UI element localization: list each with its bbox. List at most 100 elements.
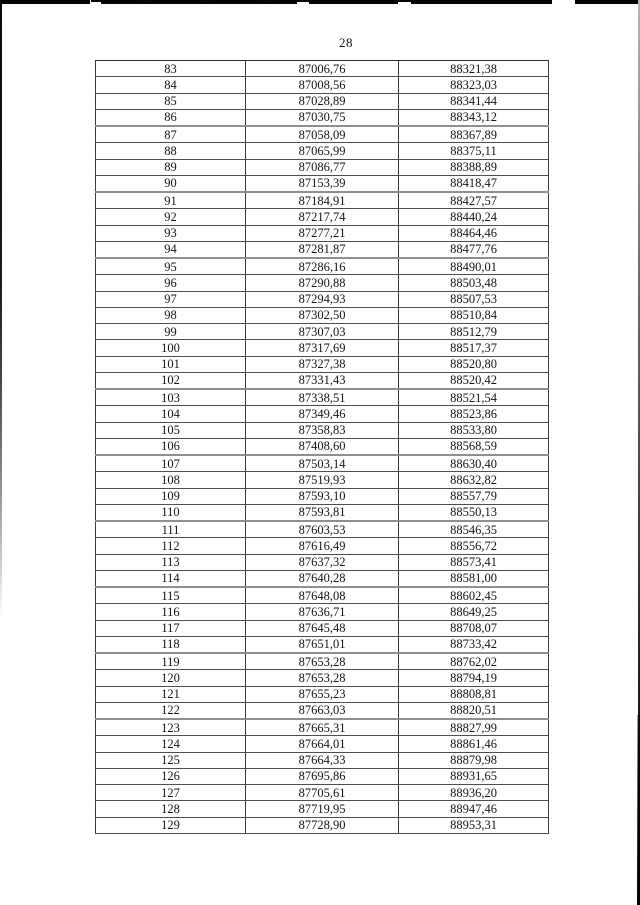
table-row: 103 87338,51 88521,54 <box>95 388 549 407</box>
value-cell: 88520,80 <box>398 355 549 373</box>
table-row: 97 87294,93 88507,53 <box>95 290 549 308</box>
value-cell: 87028,89 <box>245 92 399 110</box>
row-index-cell: 119 <box>95 652 246 671</box>
scan-artifact-bottom-right <box>637 715 640 905</box>
value-cell: 88550,13 <box>398 503 549 522</box>
value-cell: 88341,44 <box>398 92 549 110</box>
table-row: 93 87277,21 88464,46 <box>95 224 549 242</box>
value-cell: 88573,41 <box>398 553 549 571</box>
value-cell: 87665,31 <box>245 718 399 737</box>
table-row: 121 87655,23 88808,81 <box>95 685 549 703</box>
row-index-cell: 100 <box>95 339 246 357</box>
row-index-cell: 112 <box>95 537 246 555</box>
table-row: 124 87664,01 88861,46 <box>95 735 549 753</box>
row-index-cell: 97 <box>95 290 246 308</box>
table-row: 90 87153,39 88418,47 <box>95 174 549 193</box>
scan-artifact-right-edge <box>638 0 640 905</box>
value-cell: 88808,81 <box>398 685 549 703</box>
table-row: 113 87637,32 88573,41 <box>95 553 549 571</box>
table-row: 115 87648,08 88602,45 <box>95 586 549 605</box>
row-index-cell: 128 <box>95 800 246 818</box>
value-cell: 87294,93 <box>245 290 399 308</box>
value-cell: 87719,95 <box>245 800 399 818</box>
value-cell: 88510,84 <box>398 306 549 325</box>
value-cell: 88523,86 <box>398 405 549 423</box>
table-row: 114 87640,28 88581,00 <box>95 569 549 588</box>
table-row: 86 87030,75 88343,12 <box>95 108 549 127</box>
value-cell: 88418,47 <box>398 174 549 193</box>
row-index-cell: 107 <box>95 454 246 473</box>
value-cell: 88649,25 <box>398 603 549 621</box>
row-index-cell: 99 <box>95 322 246 341</box>
value-cell: 88931,65 <box>398 767 549 786</box>
value-cell: 88507,53 <box>398 290 549 308</box>
value-cell: 88602,45 <box>398 586 549 605</box>
table-row: 83 87006,76 88321,38 <box>95 59 549 78</box>
table-row: 87 87058,09 88367,89 <box>95 125 549 144</box>
value-cell: 87636,71 <box>245 603 399 621</box>
value-cell: 87317,69 <box>245 339 399 357</box>
row-index-cell: 126 <box>95 767 246 786</box>
row-index-cell: 116 <box>95 603 246 621</box>
value-cell: 87637,32 <box>245 553 399 571</box>
value-cell: 87603,53 <box>245 520 399 539</box>
value-cell: 87286,16 <box>245 257 399 276</box>
table-row: 123 87665,31 88827,99 <box>95 718 549 737</box>
row-index-cell: 113 <box>95 553 246 571</box>
value-cell: 87593,10 <box>245 487 399 505</box>
value-cell: 87281,87 <box>245 240 399 259</box>
scan-artifact-top-edge <box>0 0 640 5</box>
value-cell: 87331,43 <box>245 371 399 390</box>
value-cell: 87086,77 <box>245 158 399 176</box>
value-cell: 87008,56 <box>245 76 399 94</box>
value-cell: 88464,46 <box>398 224 549 242</box>
row-index-cell: 83 <box>95 59 246 78</box>
table-row: 126 87695,86 88931,65 <box>95 767 549 786</box>
value-cell: 88427,57 <box>398 191 549 210</box>
table-row: 100 87317,69 88517,37 <box>95 339 549 357</box>
value-cell: 87640,28 <box>245 569 399 588</box>
row-index-cell: 123 <box>95 718 246 737</box>
value-cell: 88820,51 <box>398 701 549 720</box>
table-row: 101 87327,38 88520,80 <box>95 355 549 373</box>
value-cell: 88632,82 <box>398 471 549 489</box>
value-cell: 88861,46 <box>398 735 549 753</box>
value-cell: 88762,02 <box>398 652 549 671</box>
value-cell: 87651,01 <box>245 635 399 654</box>
table-row: 128 87719,95 88947,46 <box>95 800 549 818</box>
row-index-cell: 127 <box>95 783 246 802</box>
value-cell: 87030,75 <box>245 108 399 127</box>
value-cell: 87006,76 <box>245 59 399 78</box>
row-index-cell: 85 <box>95 92 246 110</box>
value-cell: 87655,23 <box>245 685 399 703</box>
value-cell: 87616,49 <box>245 537 399 555</box>
row-index-cell: 96 <box>95 274 246 292</box>
row-index-cell: 102 <box>95 371 246 390</box>
value-cell: 88733,42 <box>398 635 549 654</box>
table-row: 104 87349,46 88523,86 <box>95 405 549 423</box>
row-index-cell: 109 <box>95 487 246 505</box>
row-index-cell: 92 <box>95 208 246 226</box>
value-cell: 88388,89 <box>398 158 549 176</box>
scan-artifact-left-edge <box>0 0 2 620</box>
table-row: 99 87307,03 88512,79 <box>95 322 549 341</box>
value-cell: 87593,81 <box>245 503 399 522</box>
value-cell: 87408,60 <box>245 437 399 456</box>
page-number: 28 <box>339 35 353 50</box>
table-row: 89 87086,77 88388,89 <box>95 158 549 176</box>
value-cell: 88936,20 <box>398 783 549 802</box>
table-row: 84 87008,56 88323,03 <box>95 76 549 94</box>
table-row: 94 87281,87 88477,76 <box>95 240 549 259</box>
row-index-cell: 93 <box>95 224 246 242</box>
row-index-cell: 124 <box>95 735 246 753</box>
table-row: 112 87616,49 88556,72 <box>95 537 549 555</box>
table-row: 125 87664,33 88879,98 <box>95 751 549 769</box>
value-cell: 88367,89 <box>398 125 549 144</box>
table-row: 122 87663,03 88820,51 <box>95 701 549 720</box>
value-cell: 87358,83 <box>245 421 399 439</box>
value-cell: 88521,54 <box>398 388 549 407</box>
row-index-cell: 121 <box>95 685 246 703</box>
value-cell: 88546,35 <box>398 520 549 539</box>
value-cell: 88568,59 <box>398 437 549 456</box>
